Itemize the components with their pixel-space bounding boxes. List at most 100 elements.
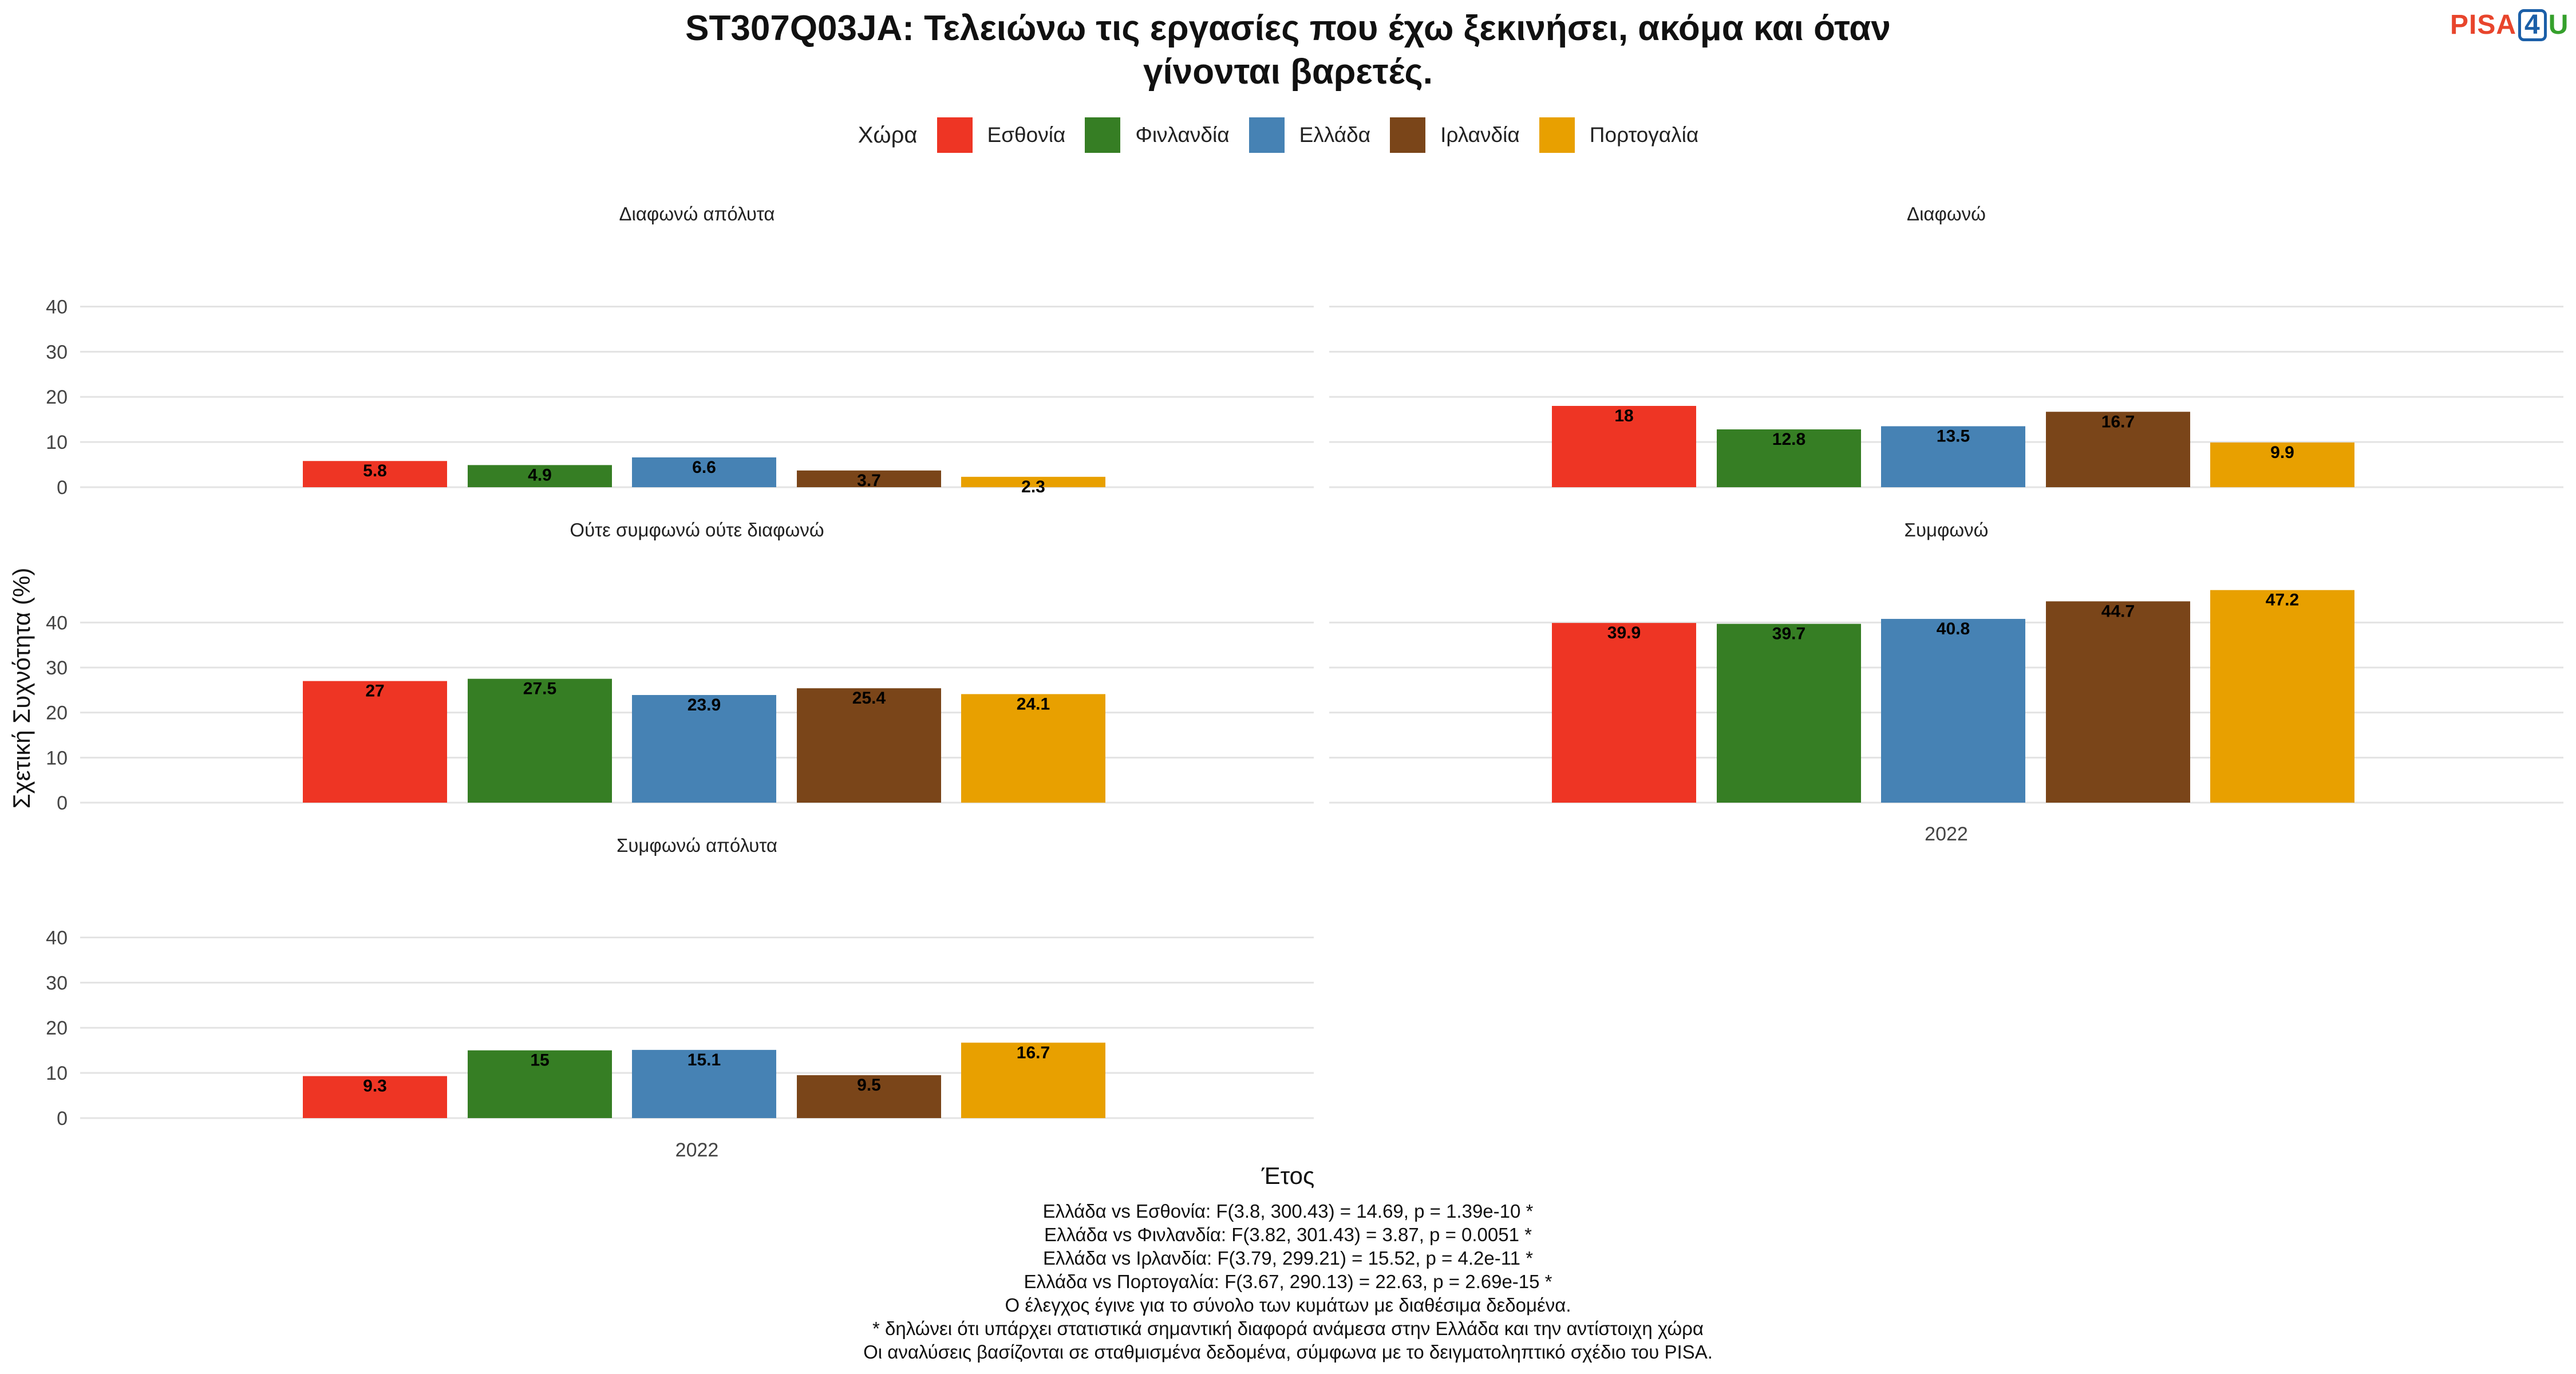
bar [468,678,612,803]
y-tick-label: 10 [46,432,68,453]
legend-label: Πορτογαλία [1589,123,1699,147]
bar-value-label: 24.1 [1017,694,1050,713]
bar-value-label: 40.8 [1937,619,1970,638]
pisa4u-logo: PISA 4 U [2450,9,2569,41]
x-tick-label: 2022 [1925,823,1968,845]
legend-swatch [1085,117,1121,153]
y-tick-label: 0 [57,792,68,814]
bar-value-label: 18 [1614,406,1633,425]
bar-value-label: 9.9 [2270,443,2294,462]
legend-swatch [1390,117,1426,153]
x-axis-title: Έτος [1261,1162,1315,1189]
y-tick-label: 30 [46,341,68,363]
bar [2046,412,2190,487]
legend-swatch [1249,117,1285,153]
legend-item: Πορτογαλία [1539,117,1699,153]
footnote-line: Ελλάδα vs Ιρλανδία: F(3.79, 299.21) = 15… [1043,1247,1533,1269]
bar [961,1043,1105,1118]
facet-label: Ούτε συμφωνώ ούτε διαφωνώ [570,519,824,540]
bar-value-label: 12.8 [1772,430,1805,449]
legend-swatch [1539,117,1575,153]
bar [1717,429,1861,487]
legend-item: Εσθονία [937,117,1066,153]
bar [632,694,776,803]
bar [961,694,1105,803]
footnote-line: Ελλάδα vs Εσθονία: F(3.8, 300.43) = 14.6… [1042,1201,1534,1222]
bar [961,476,1105,487]
bar-value-label: 16.7 [2101,412,2135,431]
y-tick-label: 40 [46,296,68,318]
bar [797,1075,941,1118]
legend-item: Ελλάδα [1249,117,1371,153]
bar-value-label: 3.7 [857,471,881,490]
y-tick-label: 20 [46,1017,68,1039]
footnote-line: Οι αναλύσεις βασίζονται σε σταθμισμένα δ… [863,1341,1713,1363]
bar [1881,426,2025,487]
logo-text-u: U [2548,10,2569,40]
bar-value-label: 15 [530,1051,549,1070]
bar [797,470,941,487]
y-tick-label: 10 [46,1063,68,1084]
footnote-line: Ελλάδα vs Φινλανδία: F(3.82, 301.43) = 3… [1044,1224,1532,1245]
legend-label: Φινλανδία [1135,123,1230,147]
y-tick-label: 30 [46,657,68,679]
y-tick-label: 0 [57,477,68,499]
bar [2046,601,2190,803]
y-tick-label: 0 [57,1108,68,1130]
logo-text-pisa: PISA [2450,10,2517,40]
y-tick-label: 40 [46,612,68,634]
legend-label: Εσθονία [987,123,1066,147]
legend-item: Ιρλανδία [1390,117,1520,153]
y-tick-label: 20 [46,386,68,408]
chart-title-line-1: ST307Q03JA: Τελειώνω τις εργασίες που έχ… [685,9,1891,48]
bar [303,461,447,487]
y-tick-label: 30 [46,972,68,994]
bar-value-label: 5.8 [363,461,387,480]
bar [303,681,447,803]
bar [468,1050,612,1118]
bar [2210,442,2354,487]
x-tick-label: 2022 [675,1139,719,1161]
y-axis-title: Σχετική Συχνότητα (%) [8,568,35,809]
bar-value-label: 2.3 [1021,477,1045,496]
bar [797,688,941,803]
bar-value-label: 25.4 [852,689,886,708]
legend-swatch [937,117,973,153]
bar [468,465,612,487]
bar-value-label: 13.5 [1937,427,1970,446]
bar [632,1049,776,1118]
bar-value-label: 39.7 [1772,625,1805,643]
facet-label: Διαφωνώ [1907,203,1986,224]
bar-value-label: 15.1 [688,1051,721,1069]
bar-value-label: 44.7 [2101,602,2135,621]
bar-value-label: 27 [365,682,384,701]
footnote-line: Ο έλεγχος έγινε για το σύνολο των κυμάτω… [1005,1294,1571,1316]
bar-value-label: 4.9 [528,465,552,484]
bar-value-label: 23.9 [688,696,721,714]
bar [1552,406,1696,487]
bar-value-label: 39.9 [1607,623,1641,642]
bar-value-label: 9.5 [857,1076,881,1095]
chart-title-line-2: γίνονται βαρετές. [1143,52,1433,92]
footnote-line: * δηλώνει ότι υπάρχει στατιστικά σημαντι… [872,1318,1704,1339]
facet-label: Συμφωνώ [1905,519,1989,540]
facet-label: Συμφωνώ απόλυτα [617,835,777,856]
footnote-line: Ελλάδα vs Πορτογαλία: F(3.67, 290.13) = … [1024,1271,1552,1292]
bar [632,457,776,487]
bar [1552,623,1696,803]
bar-value-label: 6.6 [692,458,716,477]
bar-value-label: 27.5 [523,680,556,698]
bar [2210,590,2354,803]
facet-label: Διαφωνώ απόλυτα [619,203,775,224]
bar-value-label: 9.3 [363,1077,387,1096]
legend-label: Ελλάδα [1299,123,1371,147]
legend-items: Εσθονία Φινλανδία Ελλάδα Ιρλανδία Πορτογαλία [937,117,1718,153]
bar [303,1076,447,1118]
legend-item: Φινλανδία [1085,117,1230,153]
bar [1717,623,1861,803]
chart-title: ST307Q03JA: Τελειώνω τις εργασίες που έχ… [0,7,2576,94]
logo-digit-4: 4 [2518,9,2547,41]
legend-title: Χώρα [858,122,918,148]
bar-value-label: 16.7 [1017,1043,1050,1062]
legend: Χώρα Εσθονία Φινλανδία Ελλάδα Ιρλανδία Πορτο… [0,117,2576,153]
